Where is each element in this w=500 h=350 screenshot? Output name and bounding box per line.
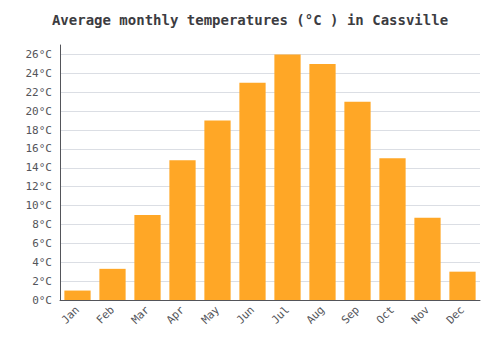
svg-text:14°C: 14°C (26, 161, 53, 174)
svg-text:6°C: 6°C (32, 237, 52, 250)
svg-text:Nov: Nov (409, 303, 432, 326)
svg-text:May: May (199, 303, 222, 326)
svg-text:20°C: 20°C (26, 105, 53, 118)
svg-text:4°C: 4°C (32, 256, 52, 269)
svg-text:Average monthly temperatures (: Average monthly temperatures (°C ) in Ca… (52, 12, 448, 28)
svg-text:Dec: Dec (444, 303, 467, 326)
svg-text:Apr: Apr (164, 303, 187, 326)
svg-text:Mar: Mar (129, 303, 152, 326)
svg-text:8°C: 8°C (32, 218, 52, 231)
svg-text:Sep: Sep (339, 303, 362, 326)
svg-text:0°C: 0°C (32, 294, 52, 307)
svg-text:Jul: Jul (269, 303, 292, 326)
svg-text:26°C: 26°C (26, 48, 53, 61)
svg-text:2°C: 2°C (32, 275, 52, 288)
svg-text:24°C: 24°C (26, 67, 53, 80)
svg-text:10°C: 10°C (26, 199, 53, 212)
svg-text:18°C: 18°C (26, 124, 53, 137)
svg-text:Jan: Jan (59, 303, 82, 326)
svg-text:Jun: Jun (234, 303, 257, 326)
svg-text:16°C: 16°C (26, 142, 53, 155)
svg-text:Feb: Feb (94, 303, 117, 326)
svg-text:12°C: 12°C (26, 180, 53, 193)
svg-text:Aug: Aug (304, 303, 327, 326)
svg-text:22°C: 22°C (26, 86, 53, 99)
svg-text:Oct: Oct (374, 303, 397, 326)
